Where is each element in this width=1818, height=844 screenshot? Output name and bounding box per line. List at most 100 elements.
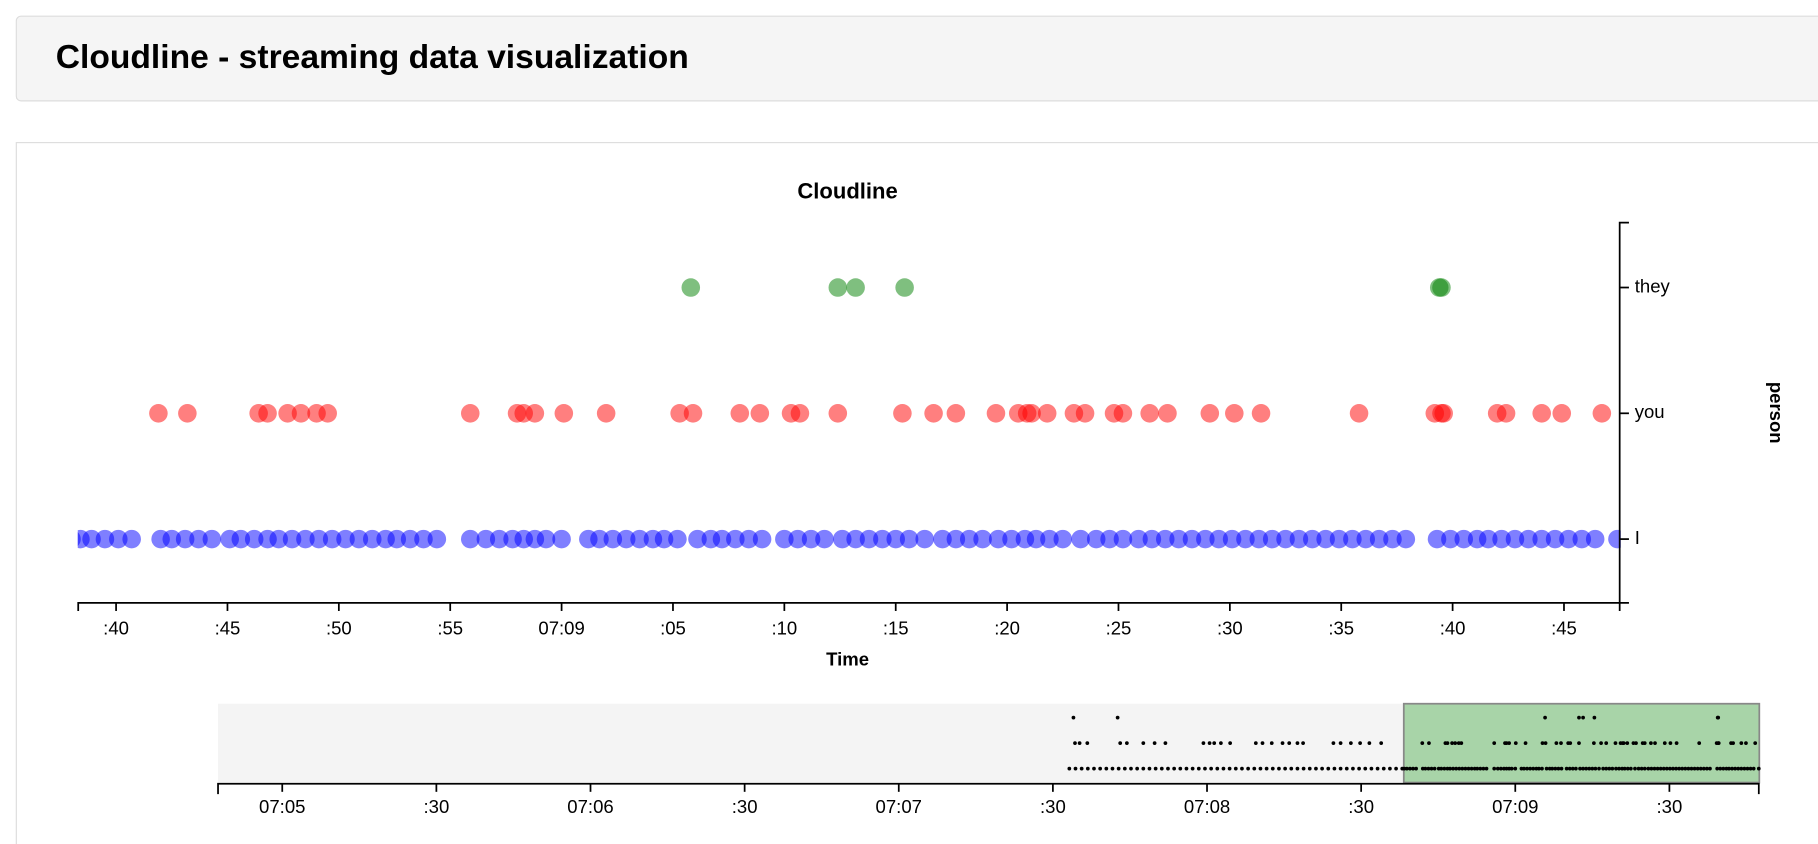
overview-dot: [1228, 741, 1232, 745]
dot: [1454, 529, 1474, 549]
dot: [189, 529, 208, 549]
overview-dot: [1301, 766, 1306, 771]
dot: [1026, 529, 1046, 549]
overview-dot: [1190, 766, 1195, 771]
dot: [202, 529, 222, 549]
overview-dot: [1540, 766, 1544, 771]
overview-x-tick-label: :30: [732, 796, 758, 817]
overview-dot: [1617, 766, 1621, 771]
overview-dot: [1745, 766, 1750, 771]
overview-dot: [1295, 766, 1300, 771]
overview-dot: [1453, 741, 1458, 745]
dot: [832, 529, 852, 549]
overview-dot: [1649, 741, 1653, 745]
overview-dot: [1351, 766, 1355, 771]
overview-dot: [1253, 741, 1258, 745]
dot: [1071, 529, 1090, 549]
overview-dot: [1423, 766, 1428, 771]
overview-dot: [1439, 766, 1444, 771]
overview-dot: [1331, 741, 1336, 745]
overview-x-tick-label: :30: [1657, 796, 1683, 817]
dot: [1113, 529, 1133, 549]
overview-dot: [1661, 766, 1666, 771]
dot: [1432, 278, 1451, 297]
dot: [1169, 529, 1188, 549]
dot: [1572, 529, 1592, 549]
overview-dot: [1314, 766, 1318, 771]
overview-dot: [1484, 766, 1489, 771]
dot: [895, 278, 914, 297]
overview-dot: [1705, 766, 1709, 771]
overview-dot: [1671, 766, 1675, 771]
overview-dot: [1587, 766, 1592, 771]
overview-dot: [1604, 766, 1609, 771]
overview-dot: [1564, 766, 1569, 771]
overview-dot: [1475, 766, 1480, 771]
dot: [801, 529, 821, 549]
overview-dot: [1519, 766, 1524, 771]
overview-dot: [1607, 766, 1612, 771]
overview-dot: [1554, 741, 1559, 745]
dot: [670, 404, 689, 423]
overview-dot: [1634, 741, 1638, 745]
overview-dot: [1260, 741, 1265, 745]
dot: [525, 404, 545, 423]
overview-dot: [1436, 766, 1441, 771]
overview-dot: [1748, 766, 1753, 771]
overview-dot: [1668, 766, 1672, 771]
overview-dot: [1507, 766, 1511, 771]
overview-dot: [1289, 766, 1294, 771]
overview-x-tick-label: :30: [1040, 796, 1066, 817]
dot: [309, 529, 329, 549]
overview-dot: [1649, 766, 1654, 771]
overview-dot: [1110, 766, 1115, 771]
overview-dot: [1621, 741, 1626, 745]
dot: [427, 529, 447, 549]
overview-dot: [1104, 766, 1109, 771]
overview-dot: [1122, 766, 1127, 771]
dot: [1022, 404, 1041, 423]
overview-dot: [1344, 766, 1349, 771]
dot: [1505, 529, 1525, 549]
overview-dot: [1358, 741, 1362, 745]
overview-dot: [1531, 766, 1536, 771]
dot: [282, 529, 302, 549]
dot: [1236, 529, 1255, 549]
dot: [790, 404, 810, 423]
overview-dot: [1209, 766, 1213, 771]
overview-dot: [1233, 766, 1238, 771]
dot: [688, 529, 707, 549]
overview-dot: [1625, 741, 1630, 745]
dot: [1356, 529, 1376, 549]
overview-dot: [1367, 741, 1372, 745]
dot: [873, 529, 892, 549]
overview-dot: [1408, 766, 1412, 771]
overview-dot: [1547, 766, 1552, 771]
overview-dot: [1584, 766, 1589, 771]
dot: [244, 529, 264, 549]
dot: [1329, 529, 1349, 549]
overview-x-tick-label: 07:09: [1492, 796, 1538, 817]
dot: [1129, 529, 1148, 549]
dot: [596, 404, 616, 423]
overview-dot: [1492, 741, 1497, 745]
dot: [846, 529, 865, 549]
overview-dot: [1320, 766, 1324, 771]
dot: [476, 529, 496, 549]
overview-dot: [1507, 741, 1511, 745]
x-axis-label: Time: [826, 649, 869, 670]
overview-dot: [1567, 766, 1572, 771]
overview-dot: [1402, 766, 1407, 771]
dot: [1496, 404, 1516, 423]
dot: [654, 529, 674, 549]
dot: [149, 404, 168, 423]
overview-dot: [1432, 766, 1437, 771]
overview-dot: [1269, 741, 1274, 745]
overview-dot: [1116, 766, 1121, 771]
dot: [1532, 404, 1551, 423]
dot: [946, 404, 966, 423]
overview-dot: [1662, 741, 1667, 745]
overview-dot: [1381, 766, 1386, 771]
overview-dot: [1715, 766, 1720, 771]
overview-dot: [1414, 766, 1418, 771]
